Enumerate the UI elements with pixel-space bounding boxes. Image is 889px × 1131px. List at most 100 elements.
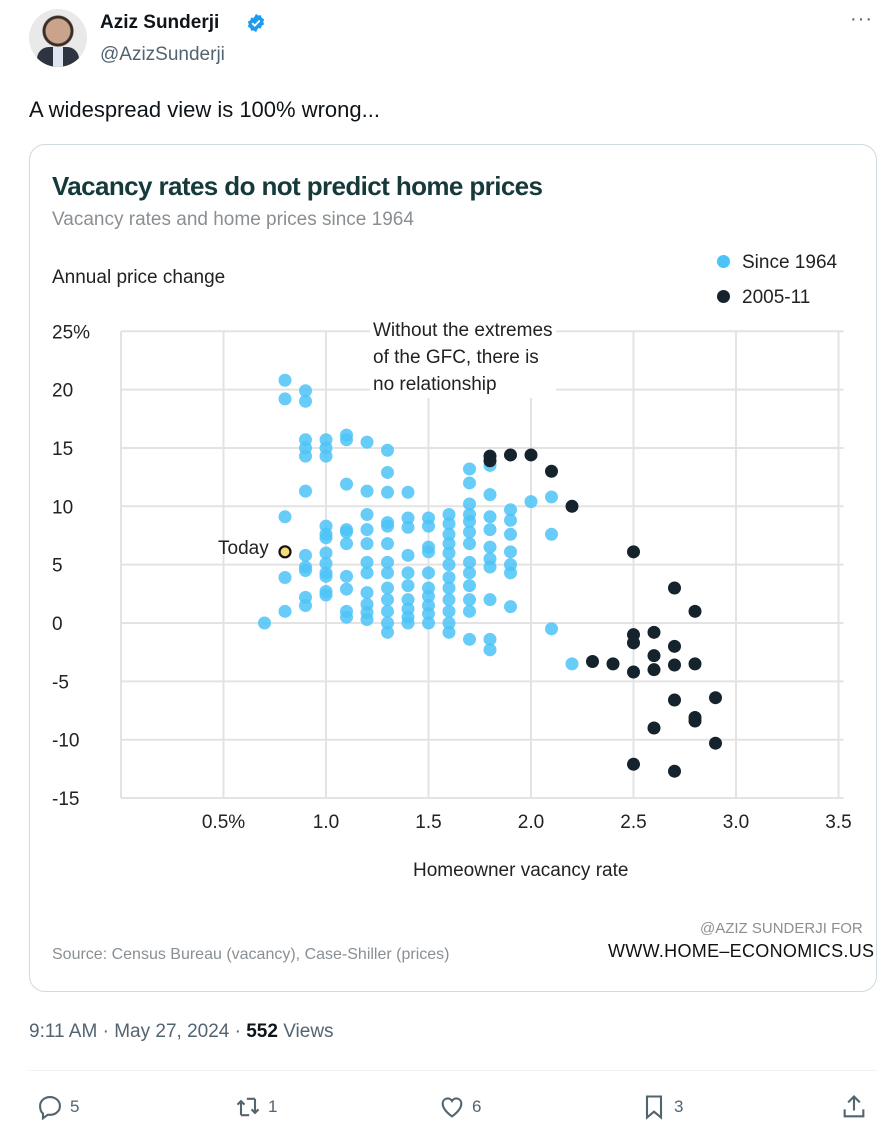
legend-since-1964: Since 1964 bbox=[717, 252, 837, 274]
legend-label: Since 1964 bbox=[742, 252, 838, 273]
data-point-since-1964 bbox=[278, 510, 292, 524]
data-point-2005-11 bbox=[627, 636, 640, 650]
data-point-2005-11 bbox=[545, 464, 558, 478]
data-point-2005-11 bbox=[647, 663, 661, 677]
data-point-since-1964 bbox=[319, 546, 333, 560]
data-point-since-1964 bbox=[463, 497, 476, 511]
data-point-since-1964 bbox=[381, 593, 394, 607]
tweet-meta: 9:11 AM · May 27, 2024 · 552 Views bbox=[29, 1021, 334, 1043]
data-point-since-1964 bbox=[340, 582, 353, 596]
data-point-2005-11 bbox=[627, 665, 640, 679]
data-point-since-1964 bbox=[463, 604, 476, 618]
gfc-annotation: Without the extremes of the GFC, there i… bbox=[370, 317, 556, 398]
data-point-2005-11 bbox=[627, 757, 640, 771]
data-point-since-1964 bbox=[442, 546, 456, 560]
divider bbox=[29, 1070, 877, 1071]
data-point-since-1964 bbox=[340, 537, 353, 551]
data-point-since-1964 bbox=[442, 517, 456, 531]
author-handle[interactable]: @AzizSunderji bbox=[100, 44, 225, 65]
share-button[interactable] bbox=[840, 1093, 868, 1121]
data-point-since-1964 bbox=[401, 511, 415, 525]
data-point-since-1964 bbox=[278, 373, 292, 387]
repost-icon bbox=[236, 1097, 260, 1117]
data-point-2005-11 bbox=[709, 736, 722, 750]
data-point-since-1964 bbox=[422, 566, 435, 580]
data-point-since-1964 bbox=[463, 476, 476, 490]
data-point-2005-11 bbox=[504, 448, 517, 462]
data-point-since-1964 bbox=[340, 477, 353, 491]
data-point-since-1964 bbox=[483, 560, 497, 574]
data-point-since-1964 bbox=[442, 507, 456, 521]
chart-subtitle: Vacancy rates and home prices since 1964 bbox=[52, 209, 414, 230]
data-point-2005-11 bbox=[668, 658, 681, 672]
data-point-since-1964 bbox=[442, 604, 456, 618]
data-point-since-1964 bbox=[360, 435, 374, 449]
data-point-2005-11 bbox=[647, 649, 661, 663]
x-tick-label: 1.0 bbox=[313, 812, 339, 833]
credit-line-1: @AZIZ SUNDERJI FOR bbox=[700, 920, 863, 937]
data-point-since-1964 bbox=[442, 537, 456, 551]
separator: · bbox=[234, 1021, 241, 1042]
x-tick-label: 3.0 bbox=[723, 812, 749, 833]
data-point-since-1964 bbox=[422, 589, 435, 603]
x-tick-label: 2.0 bbox=[518, 812, 544, 833]
data-point-2005-11 bbox=[709, 691, 722, 705]
data-point-since-1964 bbox=[545, 490, 558, 504]
chart-image-card[interactable]: 25% 20 15 10 5 0 -5 -10 -15 0.5% 1.0 1.5 2.0 2.5 3.0 3.… bbox=[29, 144, 877, 992]
data-point-2005-11 bbox=[565, 499, 579, 513]
y-axis-label: Annual price change bbox=[52, 267, 226, 288]
data-point-since-1964 bbox=[442, 558, 456, 572]
data-point-since-1964 bbox=[504, 513, 517, 527]
bookmark-button[interactable]: 3 bbox=[640, 1093, 683, 1121]
data-point-since-1964 bbox=[340, 433, 353, 447]
data-point-2005-11 bbox=[688, 657, 702, 671]
repost-button[interactable]: 1 bbox=[234, 1093, 277, 1121]
data-point-since-1964 bbox=[299, 384, 312, 398]
like-button[interactable]: 6 bbox=[438, 1093, 481, 1121]
tweet-text: A widespread view is 100% wrong... bbox=[29, 97, 380, 122]
x-axis-label: Homeowner vacancy rate bbox=[413, 860, 629, 881]
data-point-since-1964 bbox=[381, 555, 394, 569]
author-name[interactable]: Aziz Sunderji bbox=[100, 12, 220, 33]
data-point-since-1964 bbox=[422, 545, 435, 559]
x-tick-label: 3.5 bbox=[825, 812, 851, 833]
data-point-2005-11 bbox=[668, 639, 681, 653]
data-point-since-1964 bbox=[360, 612, 374, 626]
data-point-2005-11 bbox=[606, 657, 620, 671]
data-point-since-1964 bbox=[319, 556, 333, 570]
data-point-since-1964 bbox=[442, 593, 456, 607]
y-tick-label: 20 bbox=[52, 381, 73, 402]
data-point-since-1964 bbox=[340, 525, 353, 539]
legend-2005-11: 2005-11 bbox=[717, 287, 810, 309]
data-point-since-1964 bbox=[381, 465, 394, 479]
data-point-since-1964 bbox=[463, 593, 476, 607]
data-point-since-1964 bbox=[483, 593, 497, 607]
data-point-since-1964 bbox=[463, 579, 476, 593]
data-point-since-1964 bbox=[381, 616, 394, 630]
data-point-2005-11 bbox=[668, 764, 681, 778]
annotation-line: Without the extremes bbox=[370, 317, 556, 344]
data-point-since-1964 bbox=[545, 527, 558, 541]
data-point-since-1964 bbox=[360, 537, 374, 551]
more-horizontal-icon[interactable]: ··· bbox=[850, 8, 873, 30]
data-point-today bbox=[278, 545, 292, 559]
like-count: 6 bbox=[472, 1097, 482, 1116]
data-point-since-1964 bbox=[299, 394, 312, 408]
data-point-since-1964 bbox=[340, 610, 353, 624]
data-point-since-1964 bbox=[299, 484, 312, 498]
tweet-time[interactable]: 9:11 AM bbox=[29, 1021, 98, 1042]
data-point-since-1964 bbox=[401, 579, 415, 593]
data-point-2005-11 bbox=[586, 655, 599, 669]
reply-button[interactable]: 5 bbox=[36, 1093, 79, 1121]
tweet-date[interactable]: May 27, 2024 bbox=[114, 1021, 230, 1042]
bookmark-icon bbox=[645, 1095, 663, 1120]
data-point-2005-11 bbox=[627, 545, 640, 559]
data-point-since-1964 bbox=[524, 495, 538, 509]
data-point-since-1964 bbox=[483, 643, 497, 657]
data-point-since-1964 bbox=[299, 449, 312, 463]
data-point-since-1964 bbox=[299, 563, 312, 577]
data-point-since-1964 bbox=[319, 531, 333, 545]
avatar[interactable] bbox=[29, 9, 87, 67]
data-point-2005-11 bbox=[688, 604, 702, 618]
data-point-since-1964 bbox=[504, 527, 517, 541]
